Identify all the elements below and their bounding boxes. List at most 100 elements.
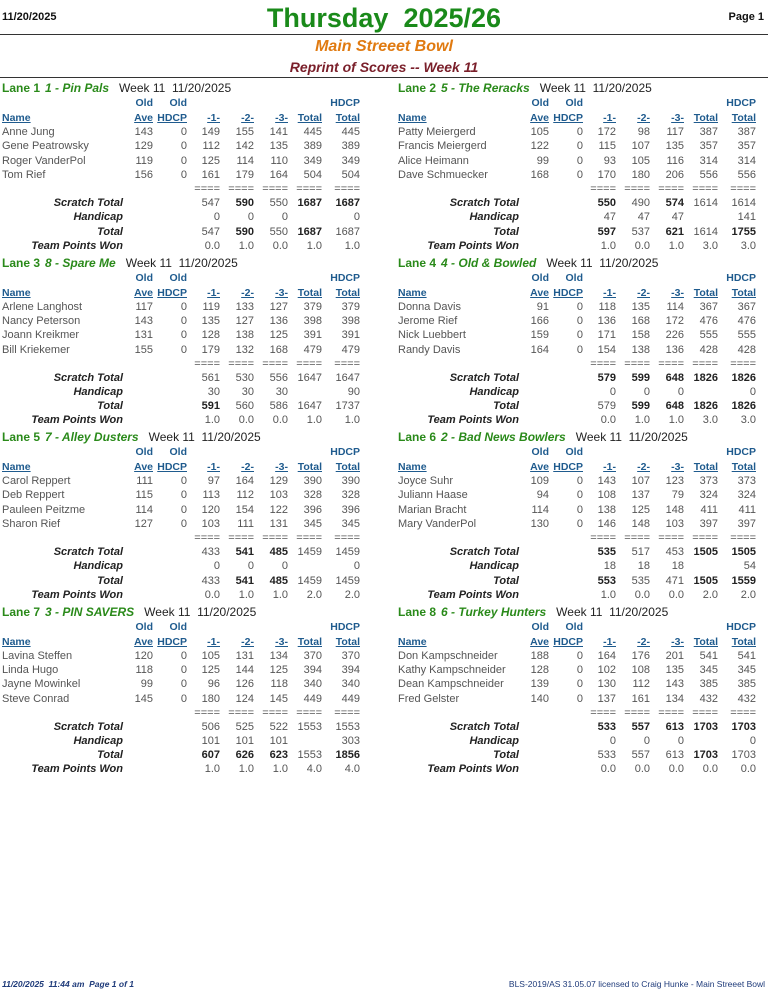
bowler-name: Randy Davis — [398, 343, 461, 356]
team-name: 4 - Old & Bowled — [441, 255, 537, 270]
column-header: Total — [335, 461, 360, 473]
column-header: Ave — [134, 286, 153, 299]
score: 0 — [576, 518, 583, 531]
bowler-name: Steve Conrad — [2, 692, 70, 705]
score: 555 — [737, 329, 756, 342]
column-header: -2- — [241, 112, 254, 124]
score: 155 — [134, 343, 153, 356]
score: 0 — [576, 314, 583, 327]
score: 445 — [303, 126, 322, 138]
column-header: Old — [135, 620, 154, 633]
score: 0 — [180, 343, 187, 356]
score: 159 — [530, 329, 549, 342]
score: 170 — [597, 169, 616, 182]
score: 0 — [180, 300, 187, 313]
summary-value: 1856 — [335, 749, 360, 762]
summary-value: 3.0 — [702, 414, 718, 427]
bowler-name: Sharon Rief — [2, 518, 61, 531]
score: 391 — [303, 329, 322, 342]
summary-value: 541 — [235, 574, 254, 587]
lane-number: Lane 6 — [398, 430, 437, 444]
score: 109 — [530, 475, 549, 487]
summary-value: 0.0 — [634, 588, 650, 601]
score: 135 — [631, 300, 650, 313]
score: 123 — [665, 475, 684, 487]
column-header: Ave — [134, 635, 153, 648]
bowler-name: Joyce Suhr — [398, 475, 454, 487]
score: 385 — [737, 678, 756, 691]
column-header: -2- — [637, 461, 650, 473]
summary-value: 553 — [597, 574, 616, 587]
week: Week 11 11/20/2025 — [125, 255, 238, 270]
separator: ==== — [262, 532, 288, 544]
summary-label: Handicap — [469, 560, 519, 573]
summary-value: 18 — [603, 560, 616, 573]
bowler-name: Francis Meiergerd — [398, 140, 487, 153]
column-header: Total — [693, 112, 718, 124]
page-number: Page 1 — [728, 11, 764, 23]
summary-value: 1703 — [693, 749, 718, 762]
score: 0 — [576, 300, 583, 313]
score: 117 — [666, 126, 684, 138]
separator: ==== — [590, 532, 616, 544]
score: 137 — [597, 692, 616, 705]
summary-value: 1826 — [731, 400, 756, 413]
score: 0 — [180, 140, 187, 153]
summary-value: 1.0 — [600, 239, 616, 252]
score: 148 — [631, 518, 650, 531]
summary-label: Team Points Won — [31, 763, 123, 776]
column-header: Name — [398, 112, 427, 124]
score: 345 — [303, 518, 322, 531]
summary-label: Handicap — [469, 734, 519, 747]
score: 97 — [207, 475, 220, 487]
summary-value: 590 — [235, 197, 254, 209]
column-header: HDCP — [553, 112, 583, 124]
column-header: -2- — [241, 286, 254, 299]
team-name: 7 - Alley Dusters — [45, 430, 139, 444]
score: 125 — [269, 329, 288, 342]
separator: ==== — [334, 183, 360, 195]
score: 504 — [303, 169, 322, 182]
summary-value: 1553 — [297, 749, 322, 762]
summary-label: Team Points Won — [427, 239, 519, 252]
score: 128 — [530, 663, 549, 676]
separator: ==== — [692, 357, 718, 370]
separator: ==== — [590, 357, 616, 370]
summary-value: 597 — [597, 225, 616, 238]
score: 133 — [235, 300, 254, 313]
summary-value: 613 — [665, 720, 684, 733]
score: 0 — [180, 169, 187, 182]
lane-heading: Lane 3 8 - Spare Me Week 11 11/20/2025 — [2, 256, 238, 270]
summary-label: Handicap — [73, 734, 123, 747]
score: 340 — [303, 678, 322, 691]
score: 136 — [269, 314, 288, 327]
score: 117 — [135, 300, 153, 313]
column-header: Ave — [530, 461, 549, 473]
score: 0 — [180, 489, 187, 502]
score: 0 — [180, 154, 187, 167]
summary-value: 1826 — [731, 371, 756, 384]
summary-value: 1.0 — [600, 588, 616, 601]
column-header: Old — [531, 97, 550, 109]
score: 142 — [235, 140, 254, 153]
summary-value: 4.0 — [306, 763, 322, 776]
score: 122 — [530, 140, 549, 153]
bowler-name: Gene Peatrowsky — [2, 140, 89, 153]
column-header: Old — [565, 97, 584, 109]
score: 110 — [270, 154, 288, 167]
separator: ==== — [730, 532, 756, 544]
score: 140 — [530, 692, 549, 705]
score: 131 — [134, 329, 153, 342]
print-date: 11/20/2025 — [2, 11, 57, 23]
column-header: -1- — [207, 286, 220, 299]
score: 314 — [737, 154, 756, 167]
score: 125 — [269, 663, 288, 676]
column-header: HDCP — [726, 620, 756, 633]
summary-value: 1826 — [693, 400, 718, 413]
column-header: Ave — [530, 112, 549, 124]
summary-value: 0 — [353, 560, 360, 573]
score: 411 — [700, 503, 718, 516]
summary-value: 1687 — [297, 225, 322, 238]
column-header: -3- — [275, 635, 288, 648]
